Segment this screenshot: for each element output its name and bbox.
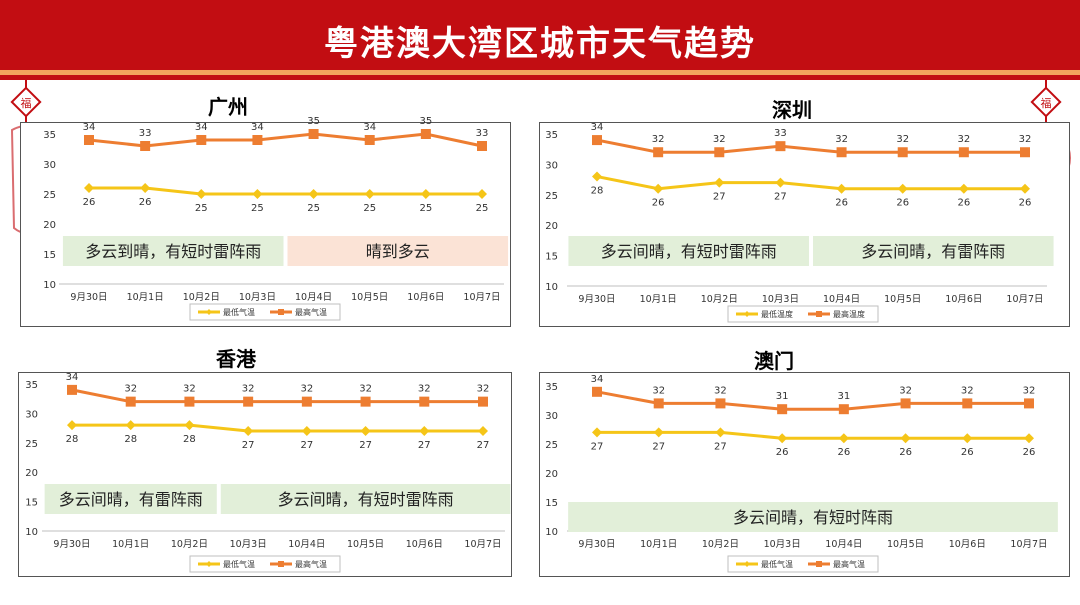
chart-panel-guangzhou bbox=[20, 122, 511, 327]
title-banner bbox=[0, 0, 1080, 80]
chart-title-hongkong: 香港 bbox=[216, 347, 256, 371]
chart-title-macau: 澳门 bbox=[754, 349, 794, 373]
chart-panel-shenzhen bbox=[539, 122, 1070, 327]
chart-title-guangzhou: 广州 bbox=[208, 95, 248, 119]
chart-panel-hongkong bbox=[18, 372, 512, 577]
title-banner-stripe bbox=[0, 70, 1080, 75]
svg-text:福: 福 bbox=[1041, 96, 1052, 110]
page-title: 粤港澳大湾区城市天气趋势 bbox=[324, 24, 756, 64]
chart-panel-macau bbox=[539, 372, 1070, 577]
svg-text:福: 福 bbox=[21, 96, 32, 110]
chart-title-shenzhen: 深圳 bbox=[772, 98, 812, 122]
